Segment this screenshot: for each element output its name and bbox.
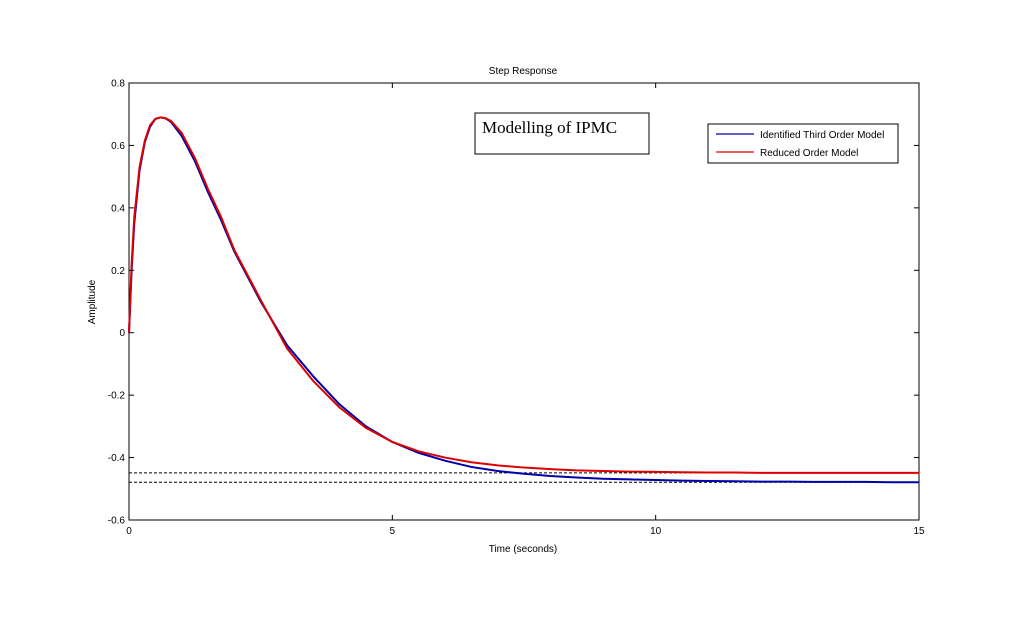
legend: Identified Third Order Model Reduced Ord… bbox=[707, 123, 899, 164]
annotation-box: Modelling of IPMC bbox=[474, 112, 650, 155]
y-tick-label: -0.4 bbox=[108, 453, 126, 464]
y-tick-label: -0.6 bbox=[108, 516, 126, 527]
y-tick-label: 0 bbox=[119, 328, 125, 339]
legend-label-reduced: Reduced Order Model bbox=[760, 148, 858, 159]
x-tick-label: 10 bbox=[650, 526, 662, 537]
y-tick-label: 0.2 bbox=[111, 266, 125, 277]
x-tick-label: 15 bbox=[913, 526, 925, 537]
y-axis-label: Amplitude bbox=[87, 279, 98, 324]
legend-frame bbox=[707, 123, 899, 164]
chart-title: Step Response bbox=[489, 66, 558, 77]
y-tick-label: 0.8 bbox=[111, 79, 125, 90]
y-tick-label: 0.4 bbox=[111, 203, 125, 214]
annotation-text: Modelling of IPMC bbox=[482, 118, 617, 137]
x-axis-label: Time (seconds) bbox=[489, 544, 558, 555]
x-tick-labels: 0 5 10 15 bbox=[126, 526, 925, 537]
series-line-reduced bbox=[128, 116, 919, 474]
y-tick-label: -0.2 bbox=[108, 391, 126, 402]
series-lines bbox=[128, 116, 919, 484]
legend-label-identified: Identified Third Order Model bbox=[760, 130, 884, 141]
y-tick-label: 0.6 bbox=[111, 141, 125, 152]
x-tick-label: 5 bbox=[390, 526, 396, 537]
axis-ticks bbox=[128, 82, 920, 521]
x-tick-label: 0 bbox=[126, 526, 132, 537]
annotation-frame bbox=[474, 112, 650, 155]
y-tick-labels: -0.6 -0.4 -0.2 0 0.2 0.4 0.6 0.8 bbox=[108, 79, 126, 527]
